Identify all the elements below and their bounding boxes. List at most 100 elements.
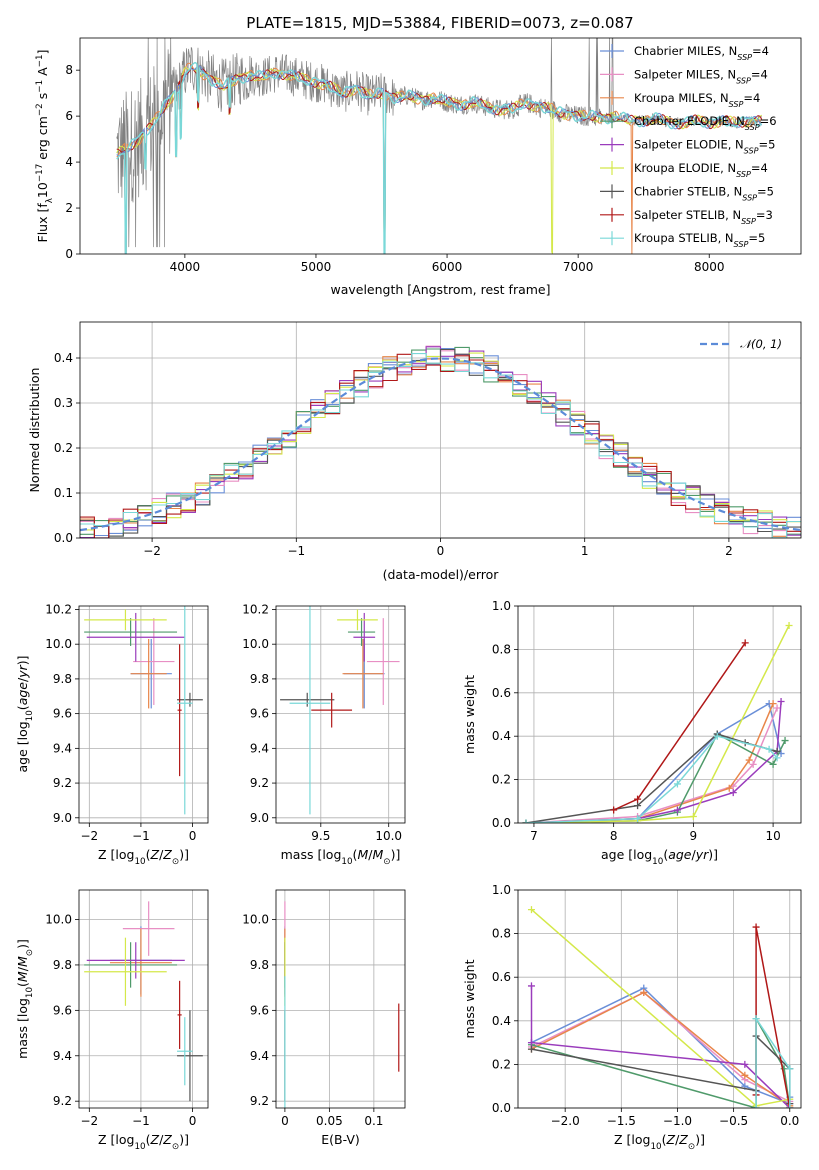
x-tick-label: −1 (287, 544, 305, 558)
weight-marker (713, 732, 721, 740)
weight-marker (741, 639, 749, 647)
x-tick-label: −1.0 (663, 1114, 692, 1128)
weight-marker (752, 1104, 760, 1108)
weight-marker (777, 697, 785, 705)
weight-marker (773, 747, 781, 755)
weight-marker (729, 789, 737, 797)
weight-line-kroupa-elodie (525, 625, 790, 823)
y-tick-label: 9.6 (250, 1003, 269, 1017)
x-axis-label: Z [log10(Z/Z⊙)] (614, 1132, 705, 1152)
y-tick-label: 0.8 (492, 642, 511, 656)
x-tick-label: 10.0 (375, 829, 402, 843)
weight-marker (522, 819, 530, 823)
plot-area-residuals (80, 345, 801, 538)
weight-line-chabrier-elodie (525, 732, 786, 823)
weight-line-kroupa-miles (531, 991, 791, 1107)
legend-entry: Kroupa MILES, NSSP=4 (634, 91, 760, 109)
plot-area-mass_vs_Z (84, 901, 203, 1102)
histogram-chabrier-stelib (80, 348, 801, 537)
weight-marker (741, 1060, 749, 1068)
spectrum-model-chabrier-miles (116, 64, 762, 254)
y-tick-label: 10.0 (45, 913, 72, 927)
y-tick-label: 9.8 (250, 958, 269, 972)
weight-marker (527, 1045, 535, 1053)
axes-age_vs_mass: 9.5 10.0 9.0 9.2 9.4 9.6 9.8 10.0 10.2 mass [log1… (242, 602, 406, 867)
x-axis-label: E(B-V) (321, 1132, 360, 1147)
weight-marker (745, 756, 753, 764)
y-axis-label: mass [log10(M/M⊙)] (15, 939, 35, 1059)
plot-area-weight_vs_age (522, 622, 793, 823)
y-tick-label: 9.6 (53, 1003, 72, 1017)
x-tick-label: 0 (281, 1114, 289, 1128)
spectrum-observed-line (116, 38, 762, 248)
weight-marker (527, 906, 535, 914)
y-tick-label: 0.2 (492, 773, 511, 787)
y-axis-label: age [log10(age/yr)] (15, 655, 35, 772)
weight-marker (786, 1104, 794, 1108)
x-tick-label: 6000 (432, 260, 463, 274)
y-tick-label: 9.4 (53, 741, 72, 755)
legend-entry: Kroupa STELIB, NSSP=5 (634, 231, 765, 249)
y-axis-label: Flux [fλ10−17 erg cm−2 s−1 A−1] (35, 50, 55, 243)
legend-entry: Salpeter STELIB, NSSP=3 (634, 208, 773, 226)
axes-frame (275, 889, 406, 1109)
x-tick-label: −2.0 (551, 1114, 580, 1128)
axes-mass_vs_ebv: 0 0.05 0.1 9.2 9.4 9.6 9.8 10.0 E(B-V) (242, 889, 406, 1147)
y-tick-label: 4 (65, 155, 73, 169)
y-tick-label: 0.4 (492, 729, 511, 743)
y-tick-label: 0.3 (54, 396, 73, 410)
y-tick-label: 1.0 (492, 599, 511, 613)
y-tick-label: 9.2 (53, 1094, 72, 1108)
y-tick-label: 10.0 (242, 913, 269, 927)
y-tick-label: 0 (65, 247, 73, 261)
x-tick-label: 7 (530, 829, 538, 843)
weight-line-kroupa-stelib (525, 735, 778, 823)
axes-frame (78, 889, 209, 1109)
axes-frame (517, 889, 802, 1109)
axes-frame (275, 605, 406, 824)
x-axis-label: age [log10(age/yr)] (601, 847, 718, 867)
histogram-kroupa-stelib (80, 353, 801, 538)
x-tick-label: 0.0 (780, 1114, 799, 1128)
y-tick-label: 9.4 (250, 1049, 269, 1063)
weight-marker (741, 1071, 749, 1079)
x-tick-label: −2 (143, 544, 161, 558)
weight-marker (769, 760, 777, 768)
legend-entry: 𝒩(0, 1) (740, 337, 782, 351)
weight-marker (785, 622, 793, 630)
y-tick-label: 0.0 (54, 531, 73, 545)
y-tick-label: 9.8 (53, 958, 72, 972)
legend-entry: Kroupa ELODIE, NSSP=4 (634, 161, 768, 179)
plot-area-weight_vs_Z (527, 906, 794, 1108)
axes-weight_vs_age: 7 8 9 10 0.0 0.2 0.4 0.6 0.8 1.0 age [log10(age/yr… (462, 599, 802, 867)
weight-marker (527, 982, 535, 990)
x-tick-label: −1.5 (607, 1114, 636, 1128)
axes-residuals: −2 −1 0 1 2 0.0 0.1 0.2 0.3 0.4 (data-model)/error… (27, 321, 802, 582)
weight-line-kroupa-stelib (755, 1016, 791, 1108)
y-tick-label: 0.4 (54, 351, 73, 365)
legend: Chabrier MILES, NSSP=4 Salpeter MILES, NS… (600, 44, 777, 249)
y-tick-label: 9.8 (250, 672, 269, 686)
weight-marker (634, 795, 642, 803)
weight-marker (634, 815, 642, 823)
axes-frame (78, 605, 209, 824)
x-axis-label: Z [log10(Z/Z⊙)] (98, 1132, 189, 1152)
legend-entry: Chabrier ELODIE, NSSP=6 (634, 114, 777, 132)
y-tick-label: 6 (65, 109, 73, 123)
y-tick-label: 0.8 (492, 927, 511, 941)
y-tick-label: 9.2 (250, 776, 269, 790)
plot-area-mass_vs_ebv (284, 901, 400, 1108)
weight-marker (527, 1039, 535, 1047)
weight-marker (725, 784, 733, 792)
y-tick-label: 9.8 (53, 672, 72, 686)
spectrum-model-kroupa-stelib (116, 61, 763, 254)
weight-marker (673, 806, 681, 814)
axes-frame (517, 605, 802, 824)
x-tick-label: 10 (765, 829, 780, 843)
axes-mass_vs_Z: −2 −1 0 9.2 9.4 9.6 9.8 10.0 Z [log10(Z/Z⊙)] mass… (15, 889, 209, 1152)
y-tick-label: 10.0 (242, 637, 269, 651)
y-axis-label: mass weight (462, 959, 477, 1038)
y-tick-label: 9.6 (250, 707, 269, 721)
weight-marker (689, 812, 697, 820)
